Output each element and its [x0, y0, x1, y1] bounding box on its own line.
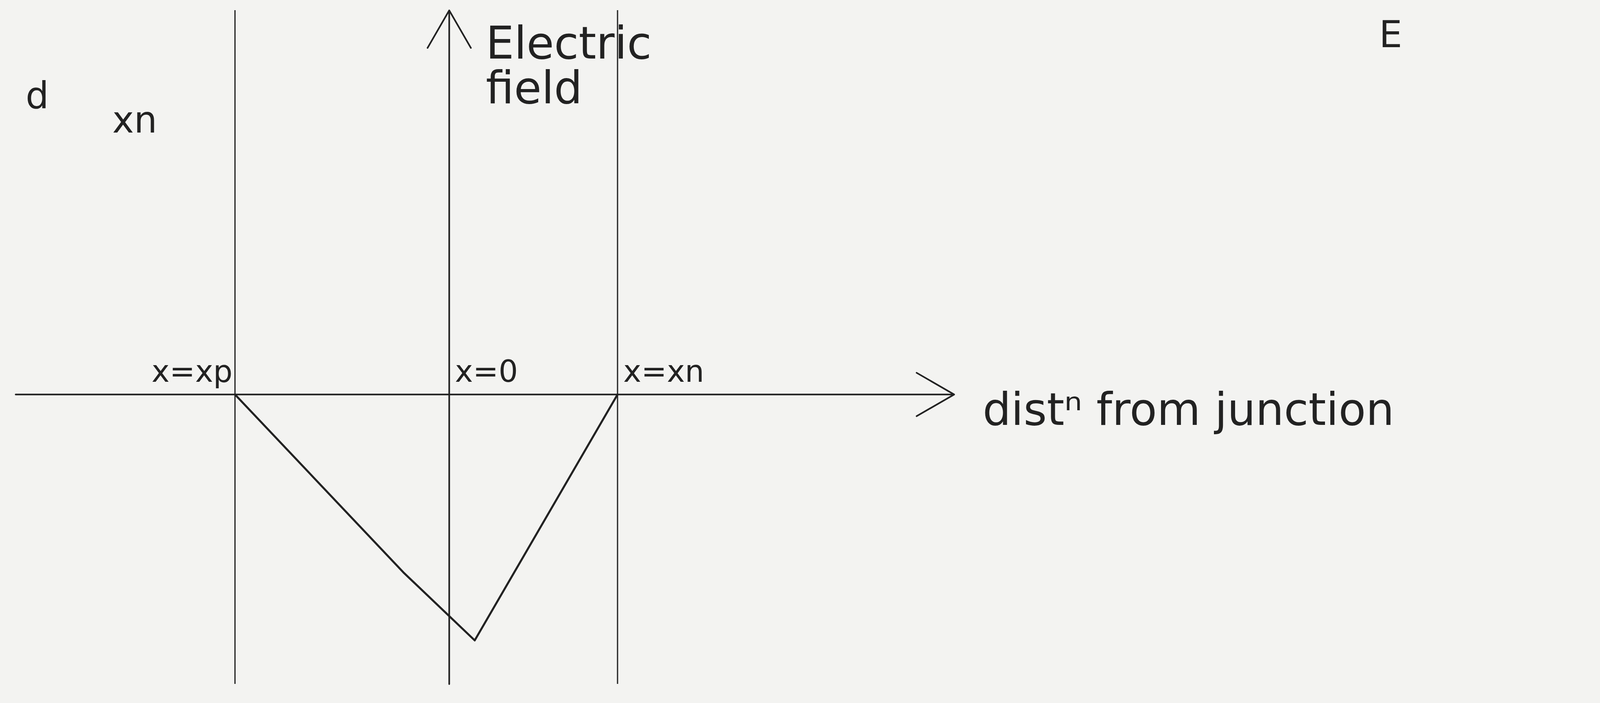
html-text:d: d — [25, 74, 49, 117]
svg-text:Electricfield: Electricfield — [485, 17, 652, 114]
html-text:E: E — [1379, 13, 1403, 56]
svg-text:x=xn: x=xn — [623, 353, 705, 390]
svg-text:x=0: x=0 — [454, 353, 518, 390]
svg-text:x=xp: x=xp — [151, 353, 233, 390]
html-text:xn: xn — [112, 98, 158, 142]
svg-text:distⁿ from junction: distⁿ from junction — [982, 383, 1395, 436]
